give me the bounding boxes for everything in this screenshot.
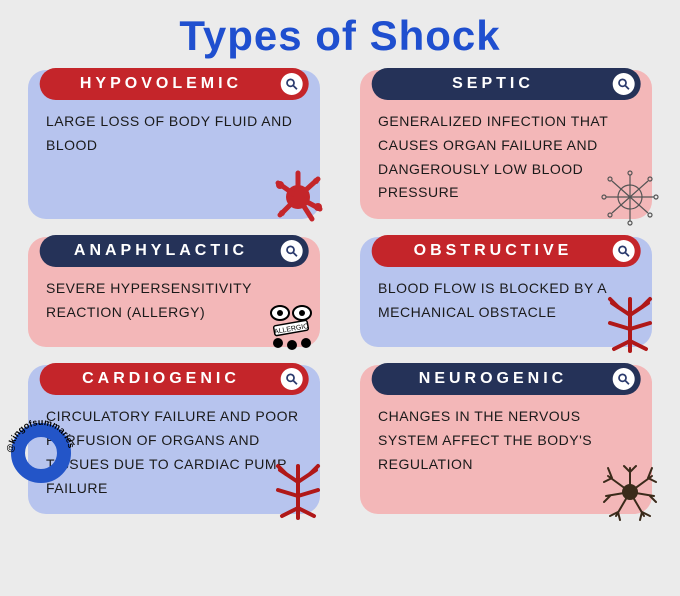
card-title: SEPTIC	[452, 75, 534, 92]
card-header-obstructive: OBSTRUCTIVE	[372, 235, 641, 267]
card-desc: GENERALIZED INFECTION THAT CAUSES ORGAN …	[378, 110, 634, 205]
card-header-neurogenic: NEUROGENIC	[372, 363, 641, 395]
virus-icon	[600, 167, 660, 227]
magnifier-icon	[280, 368, 302, 390]
magnifier-icon	[280, 73, 302, 95]
card-title: NEUROGENIC	[419, 370, 567, 387]
card-septic: SEPTIC GENERALIZED INFECTION THAT CAUSES…	[360, 70, 652, 219]
card-desc: LARGE LOSS OF BODY FLUID AND BLOOD	[46, 110, 302, 158]
vessel-icon	[600, 295, 660, 355]
cards-grid: HYPOVOLEMIC LARGE LOSS OF BODY FLUID AND…	[0, 70, 680, 514]
magnifier-icon	[280, 240, 302, 262]
watermark-ring: @kingofsummaries	[6, 418, 76, 488]
card-title: ANAPHYLACTIC	[74, 242, 248, 259]
vessel-icon	[268, 462, 328, 522]
card-desc: CIRCULATORY FAILURE AND POOR PERFUSION O…	[46, 405, 302, 500]
card-title: HYPOVOLEMIC	[80, 75, 242, 92]
card-header-hypovolemic: HYPOVOLEMIC	[40, 68, 309, 100]
card-header-anaphylactic: ANAPHYLACTIC	[40, 235, 309, 267]
card-desc: CHANGES IN THE NERVOUS SYSTEM AFFECT THE…	[378, 405, 634, 476]
page-title: Types of Shock	[0, 0, 680, 70]
magnifier-icon	[612, 73, 634, 95]
magnifier-icon	[612, 240, 634, 262]
card-obstructive: OBSTRUCTIVE BLOOD FLOW IS BLOCKED BY A M…	[360, 237, 652, 347]
card-hypovolemic: HYPOVOLEMIC LARGE LOSS OF BODY FLUID AND…	[28, 70, 320, 219]
card-title: OBSTRUCTIVE	[414, 242, 573, 259]
card-desc: BLOOD FLOW IS BLOCKED BY A MECHANICAL OB…	[378, 277, 634, 325]
card-header-septic: SEPTIC	[372, 68, 641, 100]
card-title: CARDIOGENIC	[82, 370, 240, 387]
splat-icon	[268, 167, 328, 227]
card-neurogenic: NEUROGENIC CHANGES IN THE NERVOUS SYSTEM…	[360, 365, 652, 514]
magnifier-icon	[612, 368, 634, 390]
neuron-icon	[600, 462, 660, 522]
allergic-icon: ALLERGIC	[258, 295, 328, 355]
card-header-cardiogenic: CARDIOGENIC	[40, 363, 309, 395]
card-anaphylactic: ANAPHYLACTIC SEVERE HYPERSENSITIVITY REA…	[28, 237, 320, 347]
